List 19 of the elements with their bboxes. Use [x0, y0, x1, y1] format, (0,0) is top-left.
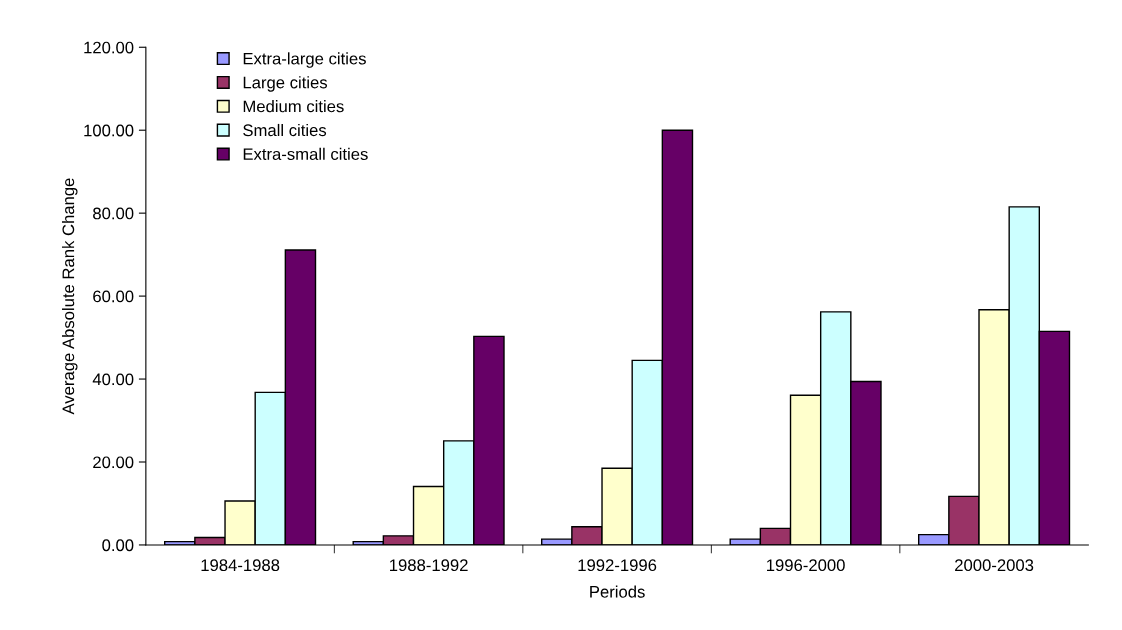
x-tick-label: 1984-1988: [201, 559, 280, 572]
y-axis-title: Average Absolute Rank Change: [61, 178, 78, 415]
y-tick-label: 100.00: [84, 124, 134, 137]
y-tick-label: 120.00: [84, 41, 134, 54]
x-tick-label: 1988-1992: [390, 559, 468, 572]
legend-label: Large cities: [243, 76, 328, 92]
x-tick-label: 1996-2000: [767, 559, 845, 572]
legend-label: Extra-large cities: [243, 52, 366, 68]
x-tick-label: 2000-2003: [955, 559, 1034, 572]
x-axis-title: Periods: [590, 585, 645, 598]
legend-label: Extra-small cities: [243, 147, 368, 161]
x-tick-label: 1992-1996: [578, 559, 657, 572]
y-tick-label: 40.00: [92, 373, 134, 386]
y-tick-label: 0.00: [102, 539, 134, 552]
legend-label: Small cities: [243, 123, 327, 137]
y-tick-label: 80.00: [93, 207, 134, 220]
y-tick-label: 60.00: [93, 290, 134, 303]
legend-label: Medium cities: [243, 100, 344, 113]
y-tick-label: 20.00: [93, 456, 134, 469]
